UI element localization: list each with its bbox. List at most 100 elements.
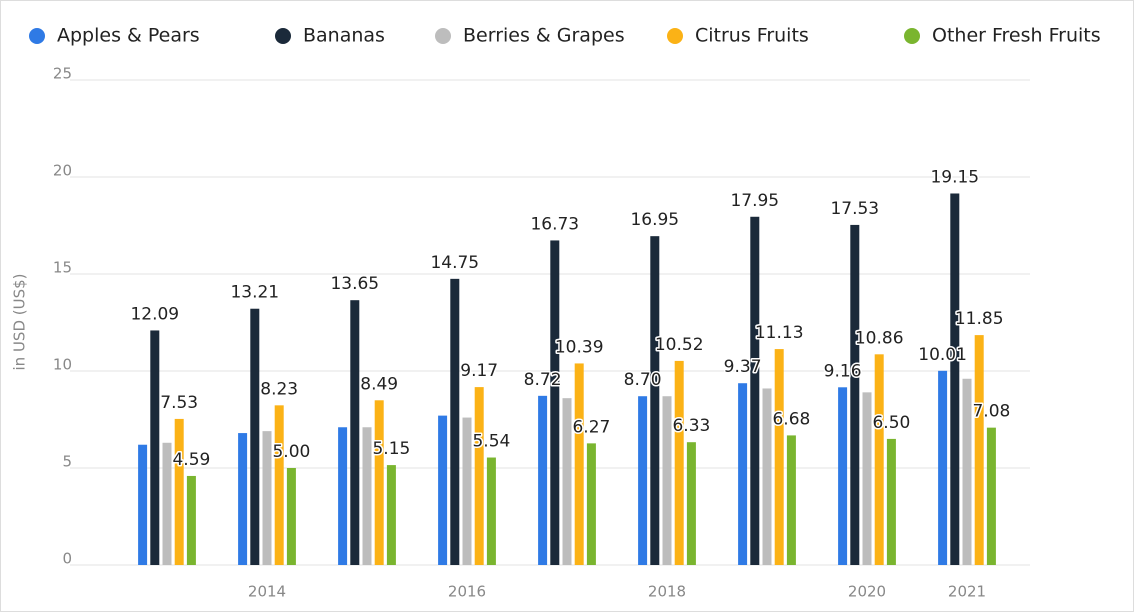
bar (774, 349, 784, 565)
bar (186, 475, 196, 565)
data-label: 5.15 (372, 439, 410, 459)
data-label: 12.09 (130, 304, 179, 324)
bar (362, 427, 372, 565)
bar (262, 431, 272, 565)
legend-marker (435, 28, 451, 44)
data-label: 5.54 (472, 432, 510, 452)
legend-label: Apples & Pears (57, 25, 200, 47)
bar (950, 193, 960, 566)
x-tick-label: 2018 (648, 583, 686, 601)
bar (174, 418, 184, 565)
data-label: 13.65 (330, 274, 379, 294)
bar (650, 236, 660, 566)
x-tick-label: 2021 (948, 583, 986, 601)
bar (274, 405, 284, 565)
bar (850, 224, 860, 565)
data-label: 8.23 (260, 379, 298, 399)
x-tick-label: 2016 (448, 583, 486, 601)
data-label: 8.49 (360, 374, 398, 394)
bar (862, 392, 872, 565)
bar (438, 415, 448, 565)
data-label: 10.01 (918, 345, 967, 365)
bar (562, 398, 572, 565)
bar (550, 240, 560, 566)
legend-label: Bananas (303, 25, 385, 47)
data-label: 7.53 (160, 393, 198, 413)
data-label: 10.86 (855, 328, 904, 348)
data-label: 4.59 (172, 450, 210, 470)
bar (474, 387, 484, 565)
data-label: 9.17 (460, 361, 498, 381)
data-label: 8.70 (624, 370, 662, 390)
bar (538, 395, 548, 565)
bar (738, 383, 748, 565)
data-label: 16.73 (530, 214, 579, 234)
bar (350, 300, 360, 565)
bar (762, 388, 772, 565)
data-label: 6.33 (672, 416, 710, 436)
legend-marker (667, 28, 683, 44)
y-tick-label: 25 (53, 65, 72, 83)
data-label: 17.95 (730, 191, 779, 211)
legend-marker (904, 28, 920, 44)
bar (462, 417, 472, 565)
bar (786, 435, 796, 565)
legend-label: Berries & Grapes (463, 25, 625, 47)
bar (974, 335, 984, 565)
bar (874, 354, 884, 565)
x-tick-label: 2020 (848, 583, 886, 601)
bar (686, 442, 696, 565)
bar (638, 396, 648, 565)
data-label: 8.72 (524, 370, 562, 390)
data-label: 5.00 (272, 442, 310, 462)
bar (662, 396, 672, 565)
bar (750, 216, 760, 565)
legend-marker (275, 28, 291, 44)
data-label: 7.08 (972, 402, 1010, 422)
bar (586, 443, 596, 565)
y-tick-label: 0 (62, 550, 72, 568)
bar (938, 370, 948, 565)
legend-label: Other Fresh Fruits (932, 25, 1101, 47)
y-tick-label: 5 (62, 453, 72, 471)
data-label: 17.53 (830, 199, 879, 219)
bar (838, 387, 848, 565)
y-tick-label: 10 (53, 356, 72, 374)
bar (674, 360, 684, 565)
data-label: 6.68 (772, 409, 810, 429)
bar (286, 468, 296, 565)
data-label: 6.50 (872, 413, 910, 433)
data-label: 10.39 (555, 337, 604, 357)
bar (386, 465, 396, 565)
data-label: 19.15 (930, 167, 979, 187)
data-label: 14.75 (430, 253, 479, 273)
bar (450, 278, 460, 565)
bar (338, 427, 348, 565)
y-axis-title: in USD (US$) (11, 273, 29, 370)
bar (138, 444, 148, 565)
bar (250, 308, 260, 565)
bar (162, 442, 172, 565)
legend-label: Citrus Fruits (695, 25, 809, 47)
legend-marker (29, 28, 45, 44)
x-tick-label: 2014 (248, 583, 286, 601)
y-tick-label: 20 (53, 162, 72, 180)
data-label: 9.16 (824, 361, 862, 381)
bar (962, 378, 972, 565)
bar (238, 433, 248, 565)
bar (574, 363, 584, 565)
data-label: 16.95 (630, 210, 679, 230)
data-label: 10.52 (655, 335, 704, 355)
bar (886, 438, 896, 565)
bar (150, 330, 160, 565)
bar (374, 400, 384, 565)
bar (986, 427, 996, 565)
bar (486, 457, 496, 565)
data-label: 11.13 (755, 323, 804, 343)
data-label: 6.27 (572, 417, 610, 437)
data-label: 11.85 (955, 309, 1004, 329)
data-label: 13.21 (230, 283, 279, 303)
data-label: 9.37 (724, 357, 762, 377)
y-tick-label: 15 (53, 259, 72, 277)
